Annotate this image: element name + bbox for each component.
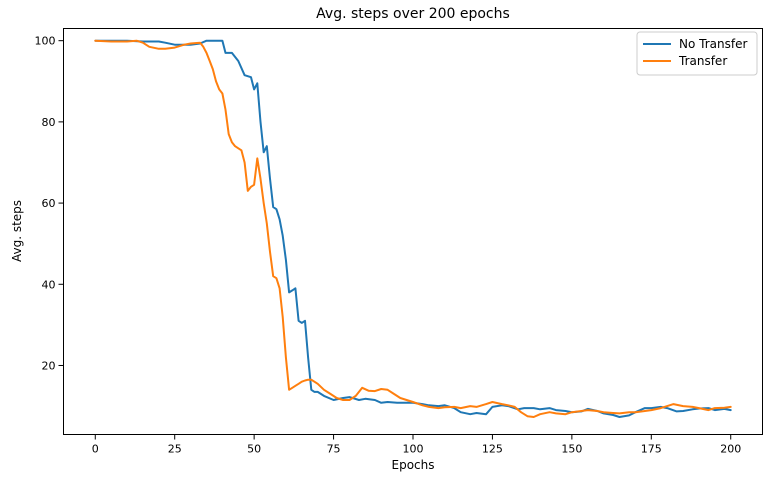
x-tick-label: 100 [403, 443, 424, 456]
x-tick-label: 75 [327, 443, 341, 456]
x-tick-label: 200 [720, 443, 741, 456]
y-tick-label: 100 [35, 35, 56, 48]
axes [63, 28, 763, 435]
legend-box [636, 31, 758, 76]
legend-label-transfer: Transfer [678, 54, 727, 68]
legend-label-no-transfer: No Transfer [679, 37, 747, 51]
y-tick-label: 40 [42, 278, 56, 291]
y-tick-label: 60 [42, 197, 56, 210]
x-tick-label: 125 [482, 443, 503, 456]
y-axis-ticks: 20 40 60 80 100 [35, 35, 64, 372]
x-axis-ticks: 0 25 50 75 100 125 150 175 200 [92, 434, 741, 456]
legend: No Transfer Transfer [636, 31, 758, 76]
x-tick-label: 175 [641, 443, 662, 456]
chart-title: Avg. steps over 200 epochs [316, 6, 510, 22]
series-lines [94, 39, 732, 418]
x-tick-label: 0 [92, 443, 99, 456]
x-axis-label: Epochs [392, 458, 435, 472]
series-line-no-transfer [94, 39, 732, 418]
y-tick-label: 80 [42, 116, 56, 129]
y-axis-label: Avg. steps [10, 200, 24, 262]
series-line-transfer [94, 39, 732, 418]
x-tick-label: 50 [247, 443, 261, 456]
x-tick-label: 150 [561, 443, 582, 456]
y-tick-label: 20 [42, 359, 56, 372]
x-tick-label: 25 [168, 443, 182, 456]
plot-area [63, 28, 763, 435]
